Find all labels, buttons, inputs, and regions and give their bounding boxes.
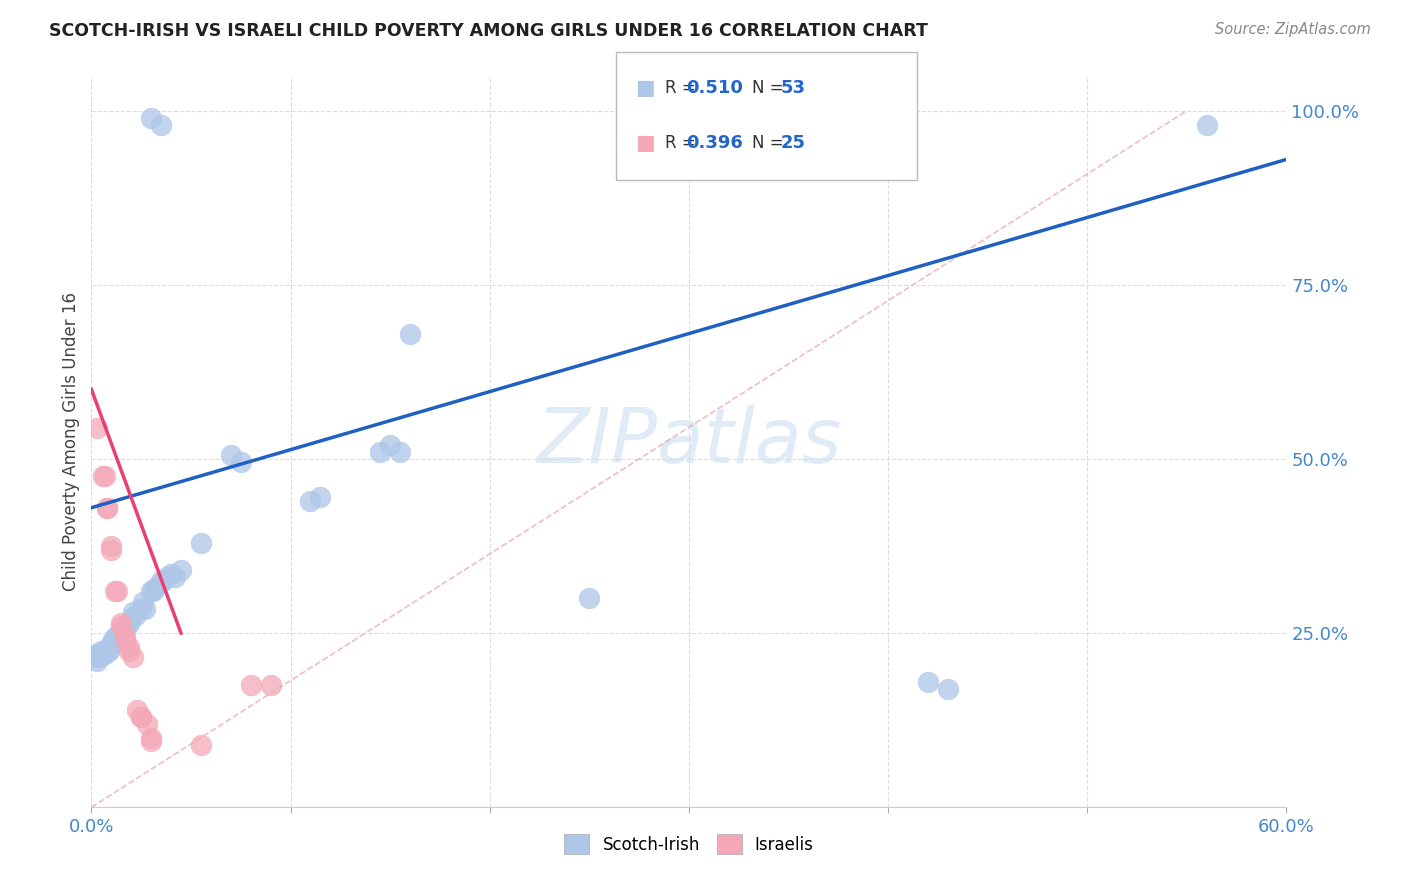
Point bbox=[368, 445, 391, 459]
Point bbox=[114, 619, 136, 633]
Text: ■: ■ bbox=[636, 134, 655, 153]
Point bbox=[108, 626, 131, 640]
Point bbox=[156, 570, 179, 584]
Point bbox=[378, 438, 402, 452]
Point bbox=[114, 633, 136, 648]
Text: R =: R = bbox=[665, 79, 702, 97]
Point bbox=[110, 626, 132, 640]
Point bbox=[389, 445, 412, 459]
Point bbox=[110, 619, 132, 633]
Point bbox=[136, 716, 159, 731]
Text: Source: ZipAtlas.com: Source: ZipAtlas.com bbox=[1215, 22, 1371, 37]
Point bbox=[399, 326, 422, 341]
Point bbox=[163, 570, 186, 584]
Point bbox=[115, 619, 138, 633]
Point bbox=[90, 647, 112, 661]
Point bbox=[105, 630, 128, 644]
Text: R =: R = bbox=[665, 135, 702, 153]
Point bbox=[578, 591, 600, 606]
Point bbox=[112, 623, 135, 637]
Point bbox=[100, 636, 122, 650]
Point bbox=[122, 650, 145, 665]
Text: N =: N = bbox=[752, 79, 789, 97]
Point bbox=[127, 703, 149, 717]
Point bbox=[132, 595, 155, 609]
Point bbox=[309, 490, 332, 504]
Point bbox=[259, 678, 281, 692]
Point bbox=[98, 643, 121, 657]
Point bbox=[917, 674, 939, 689]
Point bbox=[110, 615, 132, 630]
Point bbox=[122, 605, 145, 619]
Point bbox=[129, 709, 152, 723]
Point bbox=[118, 640, 141, 654]
Point bbox=[229, 455, 252, 469]
Point bbox=[89, 647, 111, 661]
Point bbox=[129, 601, 152, 615]
Text: 25: 25 bbox=[780, 135, 806, 153]
Point bbox=[100, 539, 122, 553]
Point bbox=[105, 584, 128, 599]
Point bbox=[86, 647, 108, 661]
Point bbox=[129, 709, 152, 723]
Point bbox=[239, 678, 262, 692]
Text: ■: ■ bbox=[636, 78, 655, 98]
Text: N =: N = bbox=[752, 135, 789, 153]
Point bbox=[219, 449, 242, 463]
Point bbox=[89, 650, 111, 665]
Point bbox=[94, 647, 117, 661]
Point bbox=[100, 542, 122, 557]
Point bbox=[93, 469, 115, 483]
Point bbox=[90, 643, 112, 657]
Point bbox=[124, 608, 146, 623]
Point bbox=[103, 633, 125, 648]
Point bbox=[160, 566, 183, 581]
Point bbox=[84, 650, 107, 665]
Point bbox=[141, 734, 162, 748]
Text: 0.510: 0.510 bbox=[686, 79, 742, 97]
Point bbox=[190, 738, 212, 752]
Point bbox=[104, 584, 127, 599]
Point bbox=[98, 640, 121, 654]
Point bbox=[96, 643, 118, 657]
Point bbox=[100, 640, 122, 654]
Point bbox=[141, 111, 162, 125]
Point bbox=[134, 601, 156, 615]
Legend: Scotch-Irish, Israelis: Scotch-Irish, Israelis bbox=[558, 828, 820, 861]
Point bbox=[114, 630, 136, 644]
Point bbox=[96, 500, 118, 515]
Point bbox=[142, 584, 165, 599]
Point bbox=[152, 574, 174, 588]
Point bbox=[86, 654, 108, 668]
Point bbox=[86, 420, 108, 434]
Y-axis label: Child Poverty Among Girls Under 16: Child Poverty Among Girls Under 16 bbox=[62, 292, 80, 591]
Point bbox=[299, 493, 322, 508]
Text: 53: 53 bbox=[780, 79, 806, 97]
Point bbox=[118, 615, 141, 630]
Point bbox=[141, 584, 162, 599]
Point bbox=[1195, 118, 1218, 132]
Point bbox=[104, 633, 127, 648]
Point bbox=[94, 469, 117, 483]
Point bbox=[94, 643, 117, 657]
Point bbox=[170, 563, 193, 577]
Point bbox=[141, 731, 162, 745]
Point bbox=[120, 612, 142, 626]
Text: 0.396: 0.396 bbox=[686, 135, 742, 153]
Point bbox=[143, 581, 166, 595]
Point bbox=[936, 681, 959, 696]
Point bbox=[104, 630, 127, 644]
Text: ZIPatlas: ZIPatlas bbox=[536, 405, 842, 478]
Point bbox=[190, 535, 212, 549]
Point bbox=[150, 118, 173, 132]
Point bbox=[150, 574, 173, 588]
Text: SCOTCH-IRISH VS ISRAELI CHILD POVERTY AMONG GIRLS UNDER 16 CORRELATION CHART: SCOTCH-IRISH VS ISRAELI CHILD POVERTY AM… bbox=[49, 22, 928, 40]
Point bbox=[96, 500, 118, 515]
Point bbox=[93, 647, 115, 661]
Point bbox=[84, 650, 107, 665]
Point bbox=[118, 643, 141, 657]
